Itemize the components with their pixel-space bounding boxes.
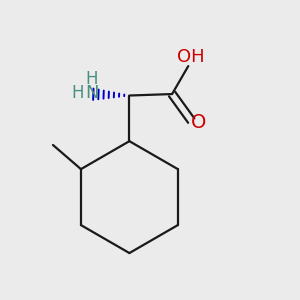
Text: N: N — [85, 84, 98, 102]
Text: O: O — [191, 113, 206, 132]
Text: H: H — [71, 84, 83, 102]
Text: OH: OH — [177, 48, 204, 66]
Text: H: H — [85, 70, 98, 88]
